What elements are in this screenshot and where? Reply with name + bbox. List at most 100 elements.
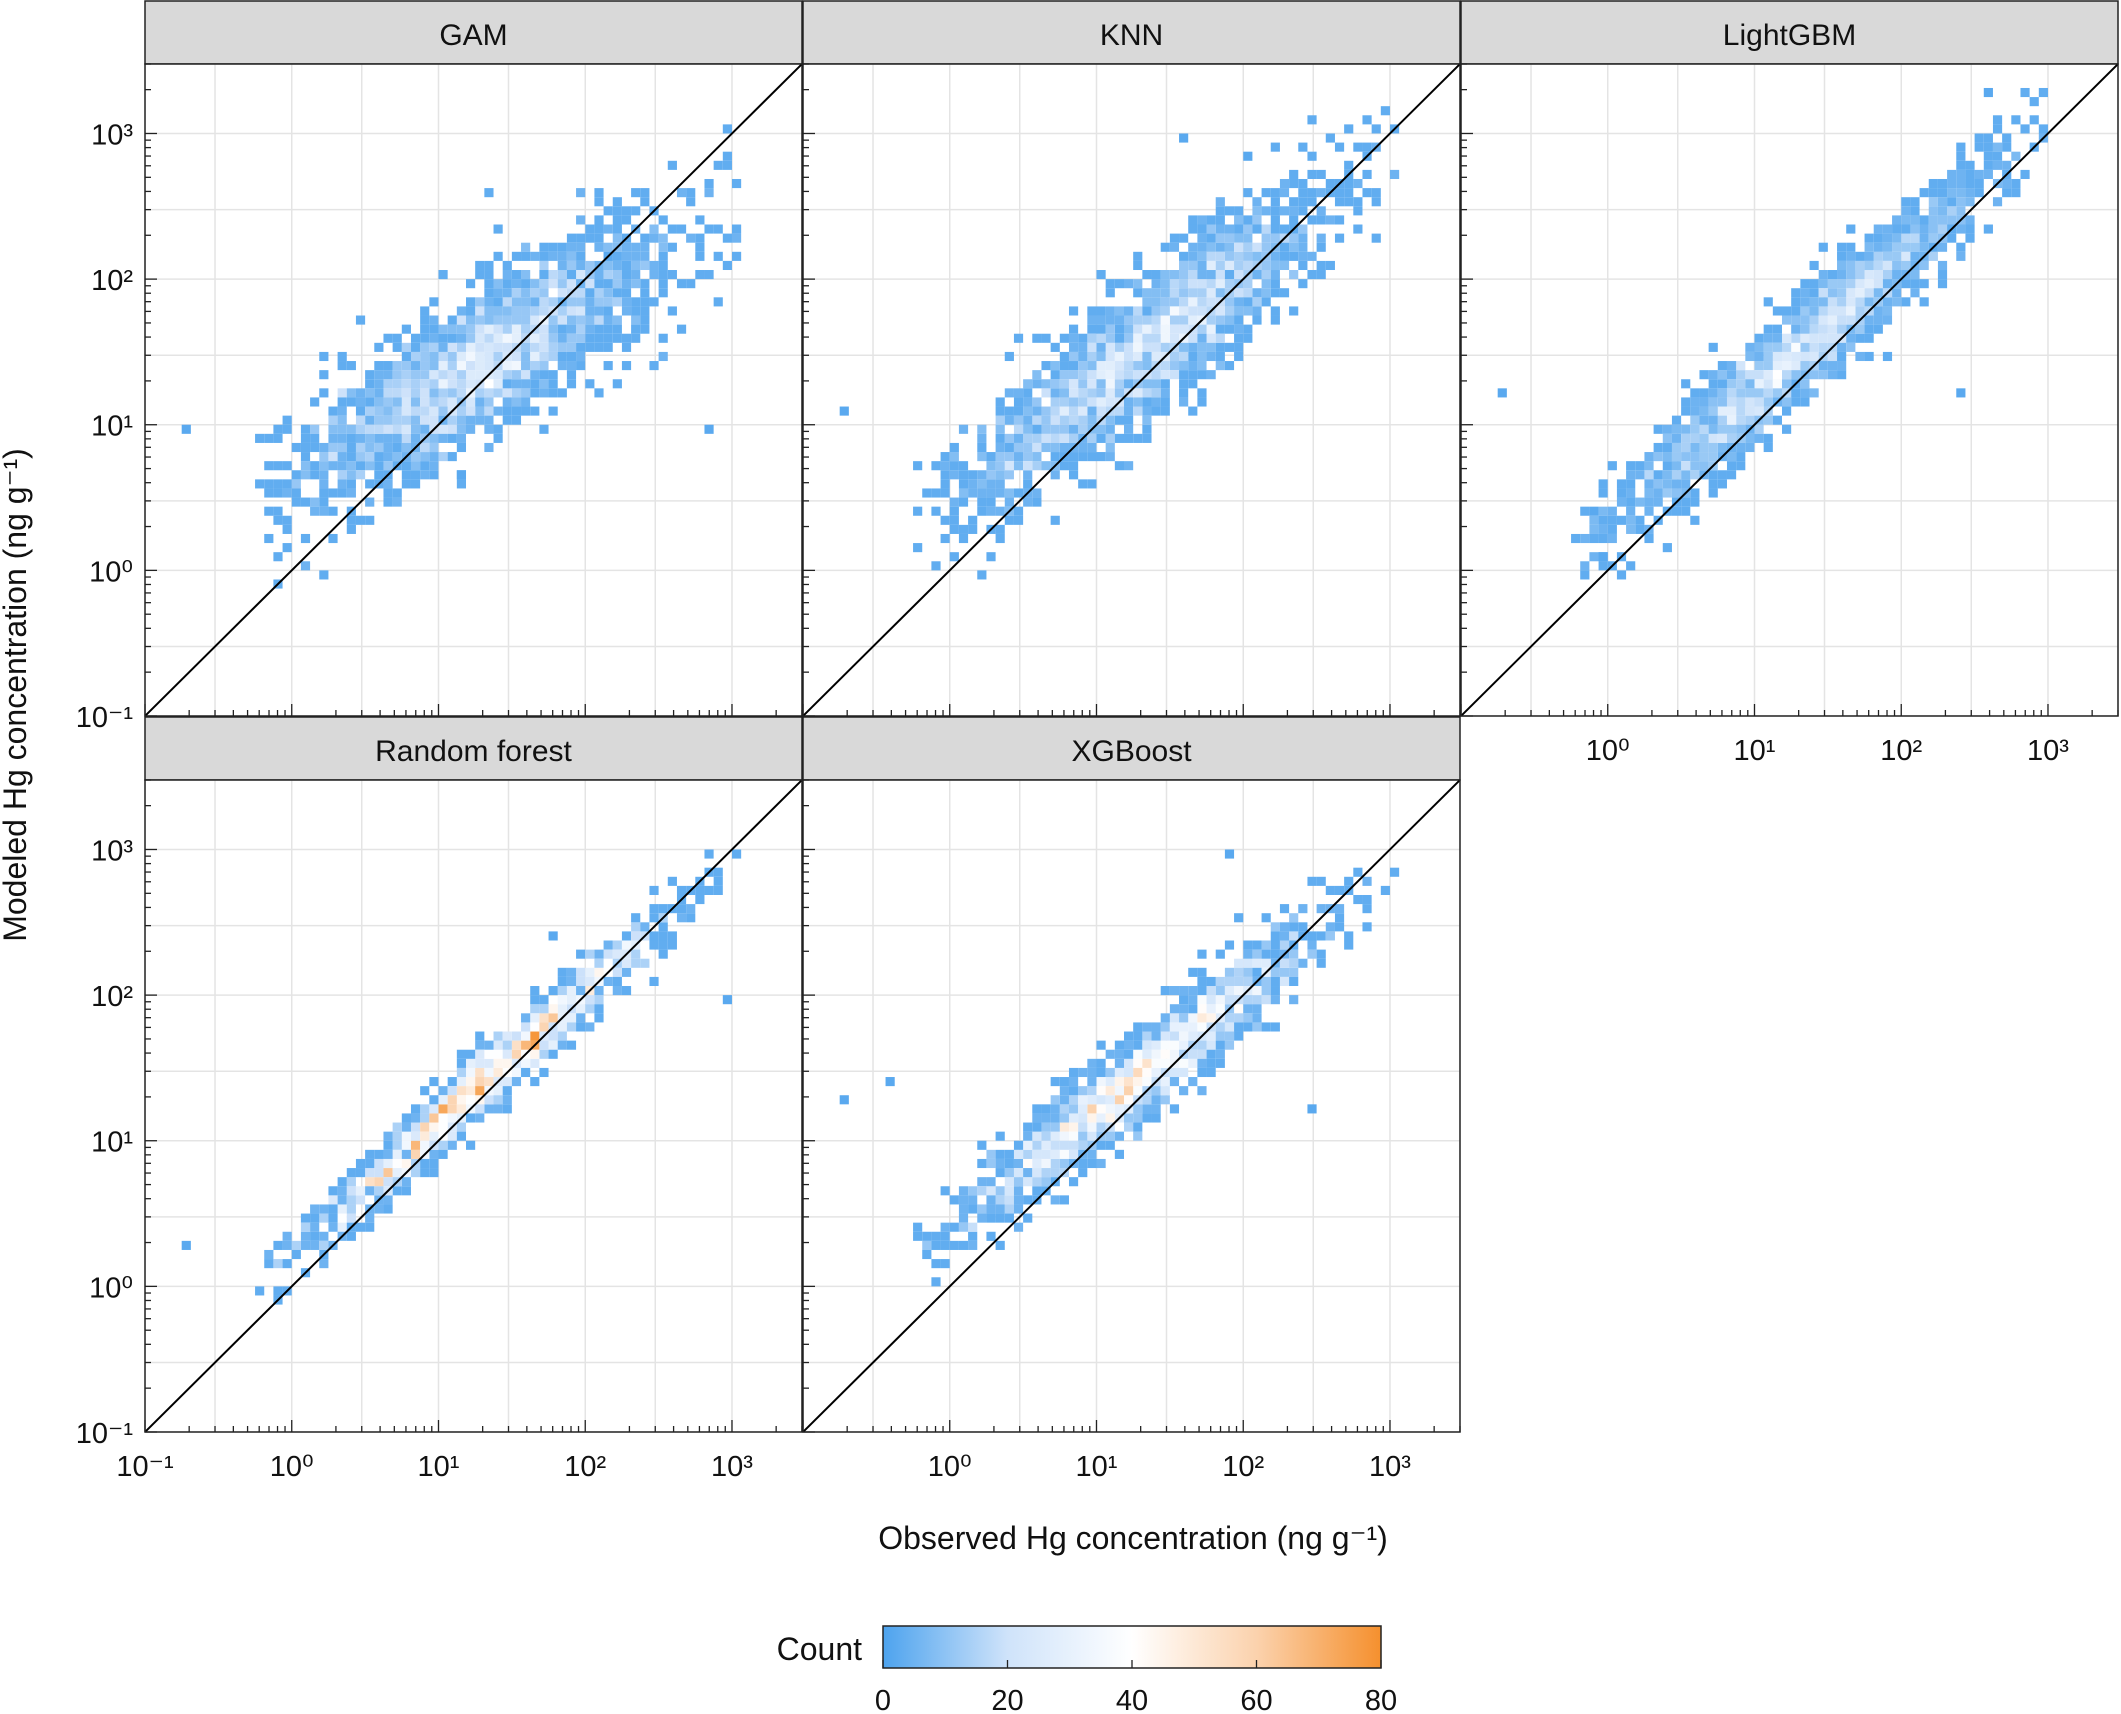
heatmap-cell — [1791, 351, 1801, 362]
heatmap-cell — [1626, 479, 1636, 489]
heatmap-cell — [438, 1104, 448, 1114]
heatmap-cell — [1151, 297, 1161, 307]
heatmap-cell — [493, 315, 503, 325]
heatmap-cell — [1699, 388, 1709, 398]
heatmap-cell — [429, 415, 439, 425]
heatmap-cell — [1050, 442, 1060, 453]
heatmap-cell — [548, 251, 558, 261]
heatmap-cell — [1681, 379, 1691, 389]
heatmap-cell — [931, 561, 941, 571]
heatmap-cell — [1307, 197, 1317, 207]
heatmap-cell — [282, 461, 292, 471]
heatmap-cell — [1261, 1022, 1271, 1032]
heatmap-cell — [1362, 115, 1372, 125]
x-tick-label: 10³ — [2027, 735, 2069, 767]
y-tick-label: 10⁻¹ — [76, 702, 134, 734]
heatmap-cell — [337, 488, 347, 498]
heatmap-cell — [1334, 142, 1345, 152]
heatmap-cell — [940, 479, 950, 489]
heatmap-cell — [1114, 279, 1125, 289]
heatmap-cell — [521, 315, 531, 325]
heatmap-cell — [1013, 1140, 1024, 1150]
heatmap-cell — [1873, 324, 1883, 334]
heatmap-cell — [958, 424, 969, 434]
heatmap-cell — [410, 424, 421, 434]
heatmap-cell — [1892, 288, 1902, 298]
heatmap-cell — [355, 388, 366, 398]
heatmap-cell — [968, 1186, 978, 1196]
heatmap-cell — [539, 297, 549, 307]
heatmap-cell — [511, 1040, 522, 1050]
heatmap-cell — [502, 279, 512, 289]
heatmap-cell — [995, 452, 1005, 462]
heatmap-cell — [1169, 270, 1180, 280]
heatmap-cell — [612, 279, 622, 289]
heatmap-cell — [557, 1040, 567, 1050]
heatmap-cell — [355, 424, 366, 434]
heatmap-cell — [986, 479, 996, 489]
heatmap-cell — [410, 1140, 421, 1150]
heatmap-cell — [539, 370, 549, 380]
heatmap-cell — [1114, 433, 1125, 443]
heatmap-cell — [328, 1222, 338, 1232]
heatmap-cell — [1754, 424, 1764, 434]
heatmap-cell — [346, 524, 356, 534]
heatmap-cell — [511, 251, 522, 261]
heatmap-cell — [713, 867, 723, 877]
heatmap-cell — [365, 461, 375, 471]
heatmap-cell — [456, 388, 467, 398]
heatmap-cell — [383, 1149, 393, 1159]
heatmap-cell — [447, 452, 457, 462]
heatmap-cell — [640, 958, 650, 968]
heatmap-cell — [1041, 461, 1051, 471]
heatmap-cell — [1910, 242, 1920, 252]
heatmap-cell — [1901, 297, 1911, 307]
heatmap-cell — [968, 488, 978, 498]
heatmap-cell — [566, 306, 577, 316]
heatmap-cell — [1087, 415, 1097, 425]
heatmap-cell — [438, 388, 448, 398]
heatmap-cell — [1873, 306, 1883, 316]
heatmap-cell — [530, 986, 540, 996]
heatmap-cell — [365, 479, 375, 489]
heatmap-cell — [949, 552, 959, 562]
heatmap-cell — [1901, 251, 1911, 261]
heatmap-cell — [1635, 461, 1645, 471]
heatmap-cell — [1023, 461, 1033, 471]
heatmap-cell — [1068, 1122, 1079, 1132]
heatmap-cell — [282, 543, 292, 553]
heatmap-cell — [1224, 1022, 1235, 1032]
heatmap-cell — [667, 931, 677, 941]
heatmap-cell — [676, 885, 687, 895]
heatmap-cell — [539, 1049, 549, 1059]
heatmap-cell — [1690, 442, 1700, 453]
heatmap-cell — [429, 1131, 439, 1141]
heatmap-cell — [1087, 1122, 1097, 1132]
heatmap-cell — [521, 288, 531, 298]
heatmap-cell — [521, 342, 531, 352]
heatmap-cell — [949, 1222, 959, 1232]
heatmap-cell — [521, 1031, 531, 1041]
heatmap-cell — [1023, 433, 1033, 443]
heatmap-cell — [1078, 342, 1088, 352]
heatmap-cell — [1708, 406, 1718, 416]
heatmap-cell — [484, 415, 494, 425]
heatmap-cell — [1142, 424, 1152, 434]
heatmap-cell — [1653, 452, 1663, 462]
heatmap-cell — [420, 1140, 430, 1150]
heatmap-cell — [1827, 361, 1838, 371]
heatmap-cell — [640, 324, 650, 334]
heatmap-cell — [1626, 470, 1636, 480]
heatmap-cell — [1114, 324, 1125, 334]
heatmap-cell — [1243, 224, 1253, 234]
heatmap-cell — [511, 270, 522, 280]
heatmap-cell — [420, 306, 430, 316]
heatmap-cell — [1206, 324, 1216, 334]
heatmap-cell — [658, 242, 668, 252]
heatmap-cell — [383, 361, 393, 371]
heatmap-cell — [1234, 260, 1244, 271]
heatmap-cell — [1800, 379, 1810, 389]
heatmap-cell — [1179, 270, 1189, 280]
heatmap-cell — [1160, 270, 1170, 280]
heatmap-cell — [1050, 1131, 1060, 1141]
